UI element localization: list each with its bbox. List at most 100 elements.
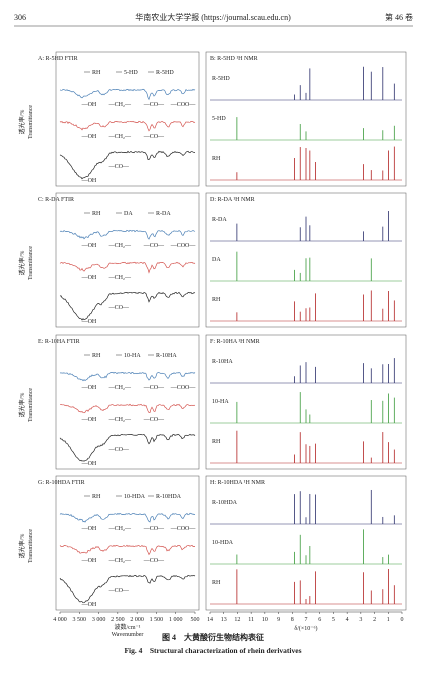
x-tick-label: 9 xyxy=(277,617,280,623)
peak-annotation: —COO— xyxy=(170,385,197,391)
ftir-trace xyxy=(59,291,196,321)
legend-label: R-10HDA xyxy=(156,494,182,500)
peak-annotation: —OH xyxy=(81,417,97,423)
peak-annotation: —OH xyxy=(81,134,97,140)
trace-label: 5-HD xyxy=(212,116,226,122)
peak-annotation: —CO— xyxy=(143,102,165,108)
trace-label: RH xyxy=(212,439,221,445)
x-tick-label: 11 xyxy=(248,617,254,623)
trace-label: 10-HA xyxy=(212,399,229,405)
trace-label: RH xyxy=(212,580,221,586)
x-tick-label: 8 xyxy=(291,617,294,623)
legend-label: RH xyxy=(92,70,101,76)
x-tick-label: 3 500 xyxy=(73,617,87,623)
legend-label: R-DA xyxy=(156,211,171,217)
x-tick-label: 1 500 xyxy=(150,617,164,623)
peak-annotation: —CH₂— xyxy=(108,102,132,108)
x-tick-label: 12 xyxy=(234,617,240,623)
ftir-trace xyxy=(59,371,196,382)
x-tick-label: 1 xyxy=(387,617,390,623)
peak-annotation: —CO— xyxy=(108,588,130,594)
peak-annotation: —OH xyxy=(81,178,97,184)
x-tick-label: 500 xyxy=(191,617,200,623)
panel-frame xyxy=(55,51,200,187)
panel-title: G: R-10HDA FTIR xyxy=(38,480,85,486)
peak-annotation: —CH₂— xyxy=(108,558,132,564)
trace-label: R-10HA xyxy=(212,359,233,365)
peak-annotation: —CH₂— xyxy=(108,385,132,391)
y-label: 透光率/% xyxy=(18,251,26,276)
y-label: 透光率/% xyxy=(18,534,26,559)
panel-frame xyxy=(205,192,407,328)
peak-annotation: —OH xyxy=(81,385,97,391)
legend-label: 5-HD xyxy=(124,70,138,76)
peak-annotation: —OH xyxy=(81,102,97,108)
ftir-trace xyxy=(59,88,196,101)
legend-label: R-10HA xyxy=(156,353,177,359)
legend-label: 10-HDA xyxy=(124,494,146,500)
volume: 第 46 卷 xyxy=(385,12,413,22)
x-tick-label: 0 xyxy=(401,617,404,623)
peak-annotation: —CO— xyxy=(143,243,165,249)
ftir-trace xyxy=(59,150,196,180)
y-label: Transmittance xyxy=(28,388,34,422)
panel-frame xyxy=(205,475,407,611)
ftir-trace xyxy=(59,120,196,132)
peak-annotation: —OH xyxy=(81,602,97,608)
x-tick-label: 3 xyxy=(359,617,362,623)
peak-annotation: —CO— xyxy=(143,134,165,140)
x-tick-label: 6 xyxy=(318,617,321,623)
x-label: Wavenumber xyxy=(112,632,144,638)
peak-annotation: —OH xyxy=(81,461,97,467)
trace-label: R-10HDA xyxy=(212,500,238,506)
y-label: Transmittance xyxy=(28,105,34,139)
peak-annotation: —OH xyxy=(81,558,97,564)
panel-title: E: R-10HA FTIR xyxy=(38,339,80,345)
x-tick-label: 4 000 xyxy=(53,617,67,623)
legend-label: RH xyxy=(92,494,101,500)
trace-label: DA xyxy=(212,257,221,263)
peak-annotation: —CO— xyxy=(108,164,130,170)
peak-annotation: —CH₂— xyxy=(108,134,132,140)
peak-annotation: —CO— xyxy=(108,447,130,453)
panel-title: F: R-10HA ¹H NMR xyxy=(210,339,260,345)
panel-frame xyxy=(55,334,200,470)
legend-label: R-5HD xyxy=(156,70,174,76)
y-label: 透光率/% xyxy=(18,393,26,418)
caption-zh: 图 4 大黄酸衍生物结构表征 xyxy=(162,632,264,642)
peak-annotation: —OH xyxy=(81,319,97,325)
peak-annotation: —COO— xyxy=(170,102,197,108)
peak-annotation: —CH₂— xyxy=(108,243,132,249)
y-label: Transmittance xyxy=(28,529,34,563)
peak-annotation: —OH xyxy=(81,243,97,249)
trace-label: RH xyxy=(212,297,221,303)
legend-label: RH xyxy=(92,353,101,359)
ftir-trace xyxy=(59,512,196,523)
peak-annotation: —COO— xyxy=(170,526,197,532)
ftir-trace xyxy=(59,433,196,462)
trace-label: 10-HDA xyxy=(212,540,234,546)
x-label: δ/(×10⁻⁶) xyxy=(294,625,317,632)
x-tick-label: 2 000 xyxy=(130,617,144,623)
page-number: 306 xyxy=(14,13,26,22)
x-tick-label: 13 xyxy=(221,617,227,623)
panel-title: H: R-10HDA ¹H NMR xyxy=(210,480,265,486)
ftir-trace xyxy=(59,229,196,240)
panel-frame xyxy=(55,192,200,328)
trace-label: RH xyxy=(212,156,221,162)
peak-annotation: —CH₂— xyxy=(108,417,132,423)
legend-label: RH xyxy=(92,211,101,217)
peak-annotation: —COO— xyxy=(170,243,197,249)
x-tick-label: 14 xyxy=(207,617,213,623)
x-tick-label: 7 xyxy=(305,617,308,623)
trace-label: R-DA xyxy=(212,217,227,223)
x-tick-label: 2 xyxy=(373,617,376,623)
ftir-trace xyxy=(60,403,196,414)
panel-title: D: R-DA ¹H NMR xyxy=(210,197,255,203)
peak-annotation: —CH₂— xyxy=(108,275,132,281)
peak-annotation: —OH xyxy=(81,526,97,532)
x-tick-label: 5 xyxy=(332,617,335,623)
panel-title: B: R-5HD ¹H NMR xyxy=(210,56,258,62)
panel-frame xyxy=(55,475,200,611)
